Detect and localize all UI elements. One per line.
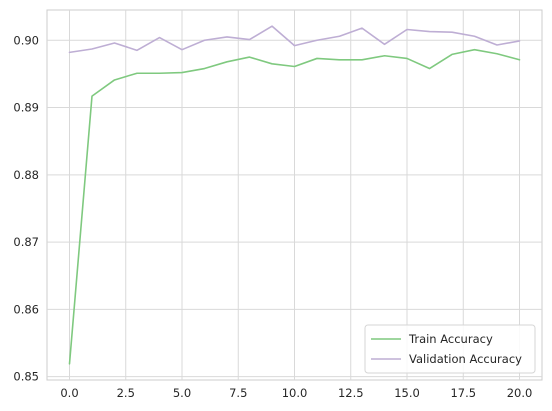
series-line-train-accuracy [68,48,521,365]
x-tick-label: 10.0 [282,386,308,400]
legend: Train Accuracy Validation Accuracy [364,324,536,374]
x-tick-label: 7.5 [229,386,247,400]
x-tick-label: 5.0 [173,386,191,400]
y-tick-label: 0.89 [13,101,39,115]
series-line-validation-accuracy [68,25,521,54]
x-axis-ticks: 0.0 2.5 5.0 7.5 10.0 12.5 15.0 17.5 20.0 [60,386,532,400]
legend-label-validation-accuracy: Validation Accuracy [409,352,522,366]
series-lines [68,25,521,365]
x-tick-label: 20.0 [507,386,533,400]
legend-box [364,324,536,374]
y-tick-label: 0.90 [13,33,39,47]
y-tick-label: 0.85 [13,370,39,384]
legend-label-train-accuracy: Train Accuracy [408,332,493,346]
x-tick-label: 12.5 [338,386,364,400]
x-tick-label: 17.5 [450,386,476,400]
gridlines [47,10,542,380]
y-tick-label: 0.87 [13,235,39,249]
y-axis-ticks: 0.85 0.86 0.87 0.88 0.89 0.90 [13,33,39,383]
x-tick-label: 0.0 [60,386,78,400]
y-tick-label: 0.86 [13,302,39,316]
x-tick-label: 2.5 [117,386,135,400]
x-tick-label: 15.0 [394,386,420,400]
y-tick-label: 0.88 [13,168,39,182]
